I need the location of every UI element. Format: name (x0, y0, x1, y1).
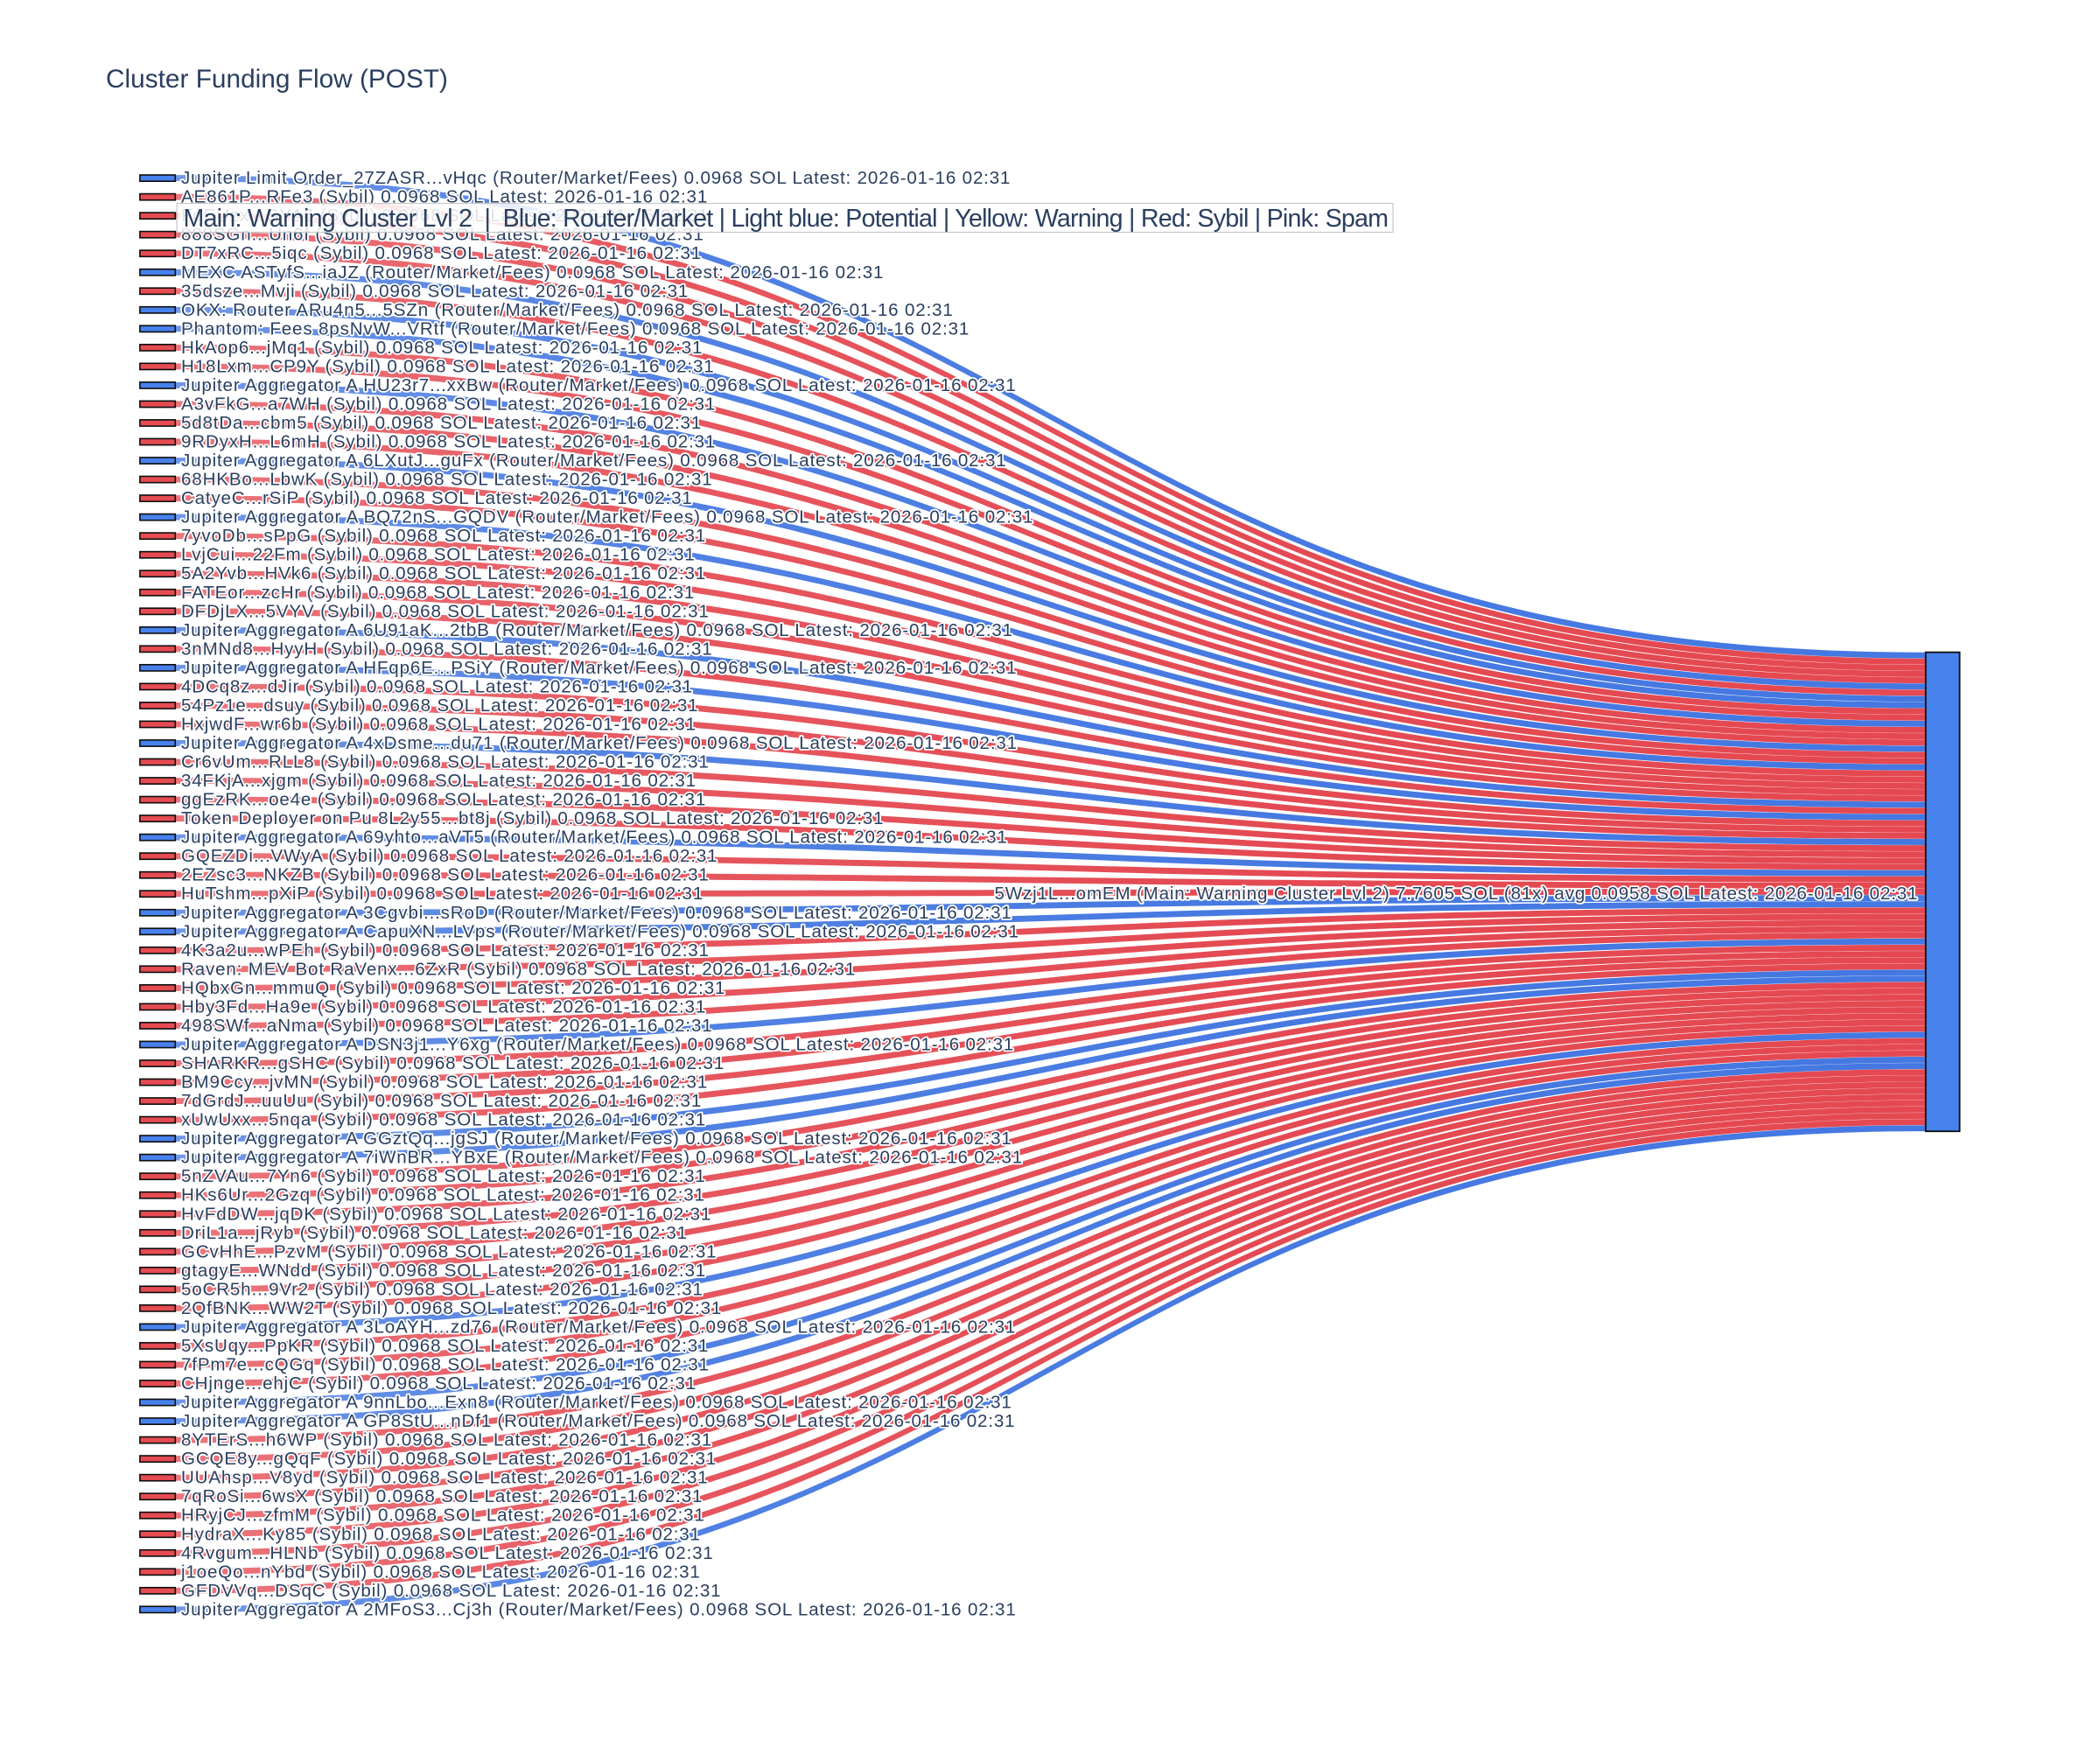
svg-text:5XsUqy...PpKR (Sybil) 0.0968 S: 5XsUqy...PpKR (Sybil) 0.0968 SOL Latest:… (181, 1336, 709, 1356)
svg-text:GFDVVq...DSqC (Sybil) 0.0968 S: GFDVVq...DSqC (Sybil) 0.0968 SOL Latest:… (181, 1581, 721, 1601)
svg-text:CHjnge...ehjC (Sybil) 0.0968 S: CHjnge...ehjC (Sybil) 0.0968 SOL Latest:… (181, 1373, 696, 1394)
svg-text:Cluster Funding Flow (POST): Cluster Funding Flow (POST) (106, 65, 448, 94)
svg-text:7dGrdJ...uuUu (Sybil) 0.0968 S: 7dGrdJ...uuUu (Sybil) 0.0968 SOL Latest:… (181, 1091, 701, 1111)
svg-text:2QfBNK...WW2T (Sybil) 0.0968 S: 2QfBNK...WW2T (Sybil) 0.0968 SOL Latest:… (181, 1298, 721, 1318)
svg-text:ggEzRK...oe4e (Sybil) 0.0968 S: ggEzRK...oe4e (Sybil) 0.0968 SOL Latest:… (181, 790, 705, 810)
svg-text:MEXC ASTyfS...iaJZ (Router/Mar: MEXC ASTyfS...iaJZ (Router/Market/Fees) … (181, 262, 884, 283)
svg-text:3nMNd8...HyyH (Sybil) 0.0968 S: 3nMNd8...HyyH (Sybil) 0.0968 SOL Latest:… (181, 639, 712, 659)
svg-text:H18Lxm...CP9Y (Sybil) 0.0968 S: H18Lxm...CP9Y (Sybil) 0.0968 SOL Latest:… (181, 356, 714, 376)
svg-text:Jupiter Aggregator A 9nnLbo...: Jupiter Aggregator A 9nnLbo...Exn8 (Rout… (181, 1393, 1012, 1413)
svg-text:HxjwdF...wr6b (Sybil) 0.0968 S: HxjwdF...wr6b (Sybil) 0.0968 SOL Latest:… (181, 714, 696, 734)
svg-text:2EZsc3...NKZB (Sybil) 0.0968 S: 2EZsc3...NKZB (Sybil) 0.0968 SOL Latest:… (181, 865, 709, 885)
svg-text:54Pz1e...dsuy (Sybil) 0.0968 S: 54Pz1e...dsuy (Sybil) 0.0968 SOL Latest:… (181, 695, 698, 716)
svg-text:4Rvgum...HLNb (Sybil) 0.0968 S: 4Rvgum...HLNb (Sybil) 0.0968 SOL Latest:… (181, 1543, 713, 1563)
svg-text:HkAop6...jMq1 (Sybil) 0.0968 S: HkAop6...jMq1 (Sybil) 0.0968 SOL Latest:… (181, 338, 703, 358)
svg-text:Token Deployer on Pu 8L2y55...: Token Deployer on Pu 8L2y55...bt8j (Sybi… (181, 808, 884, 828)
svg-text:5d8tDa...cbm5 (Sybil) 0.0968 S: 5d8tDa...cbm5 (Sybil) 0.0968 SOL Latest:… (181, 413, 701, 433)
svg-text:498SWf...aNma (Sybil) 0.0968 S: 498SWf...aNma (Sybil) 0.0968 SOL Latest:… (181, 1016, 712, 1036)
svg-text:HRyjCJ...zfmM (Sybil) 0.0968 S: HRyjCJ...zfmM (Sybil) 0.0968 SOL Latest:… (181, 1506, 704, 1526)
svg-text:A3vFkG...a7WH (Sybil) 0.0968 S: A3vFkG...a7WH (Sybil) 0.0968 SOL Latest:… (181, 394, 715, 414)
svg-text:HvFdDW...jqDK (Sybil) 0.0968 S: HvFdDW...jqDK (Sybil) 0.0968 SOL Latest:… (181, 1204, 710, 1224)
svg-text:Jupiter Aggregator A 6U91aK...: Jupiter Aggregator A 6U91aK...2tbB (Rout… (181, 620, 1012, 640)
svg-text:Jupiter Aggregator A 2MFoS3...: Jupiter Aggregator A 2MFoS3...Cj3h (Rout… (181, 1599, 1016, 1619)
svg-text:Jupiter Aggregator A 6LXutJ...: Jupiter Aggregator A 6LXutJ...guFx (Rout… (181, 451, 1006, 471)
svg-text:GCvHhE...PzvM (Sybil) 0.0968 S: GCvHhE...PzvM (Sybil) 0.0968 SOL Latest:… (181, 1241, 717, 1261)
svg-text:SHARKR...gSHC (Sybil) 0.0968 S: SHARKR...gSHC (Sybil) 0.0968 SOL Latest:… (181, 1053, 724, 1073)
svg-text:35dsze...Mvji (Sybil) 0.0968 S: 35dsze...Mvji (Sybil) 0.0968 SOL Latest:… (181, 281, 688, 301)
svg-text:Jupiter Aggregator A DSN3j1...: Jupiter Aggregator A DSN3j1...Y6xg (Rout… (181, 1034, 1013, 1054)
svg-text:7fPm7e...cQGq (Sybil) 0.0968 S: 7fPm7e...cQGq (Sybil) 0.0968 SOL Latest:… (181, 1354, 709, 1374)
svg-text:Hby3Fd...Ha9e (Sybil) 0.0968 S: Hby3Fd...Ha9e (Sybil) 0.0968 SOL Latest:… (181, 996, 705, 1017)
svg-text:xUwUxx...5nqa (Sybil) 0.0968 S: xUwUxx...5nqa (Sybil) 0.0968 SOL Latest:… (181, 1110, 705, 1130)
svg-text:5Wzj1L...omEM (Main: Warning C: 5Wzj1L...omEM (Main: Warning Cluster Lvl… (995, 884, 1918, 904)
svg-text:Jupiter Aggregator A 7iWnBR...: Jupiter Aggregator A 7iWnBR...YBxE (Rout… (181, 1148, 1022, 1168)
svg-text:HQbxGn...mmuQ (Sybil) 0.0968 S: HQbxGn...mmuQ (Sybil) 0.0968 SOL Latest:… (181, 978, 725, 998)
svg-text:4K3a2u...wPEh (Sybil) 0.0968 S: 4K3a2u...wPEh (Sybil) 0.0968 SOL Latest:… (181, 940, 709, 961)
svg-text:HuTshm...pXiP (Sybil) 0.0968 S: HuTshm...pXiP (Sybil) 0.0968 SOL Latest:… (181, 884, 703, 904)
svg-text:Jupiter Aggregator A 4xDsme...: Jupiter Aggregator A 4xDsme...du71 (Rout… (181, 733, 1017, 753)
svg-text:8YTErS...h6WP (Sybil) 0.0968 S: 8YTErS...h6WP (Sybil) 0.0968 SOL Latest:… (181, 1430, 711, 1450)
svg-text:7yvoDb...sPpG (Sybil) 0.0968 S: 7yvoDb...sPpG (Sybil) 0.0968 SOL Latest:… (181, 526, 705, 546)
svg-text:UUAhsp...V8yd (Sybil) 0.0968 S: UUAhsp...V8yd (Sybil) 0.0968 SOL Latest:… (181, 1468, 708, 1488)
svg-text:OKX: Router ARu4n5...5SZn (Rou: OKX: Router ARu4n5...5SZn (Router/Market… (181, 300, 953, 320)
svg-text:5nZVAu...7Yn6 (Sybil) 0.0968 S: 5nZVAu...7Yn6 (Sybil) 0.0968 SOL Latest:… (181, 1166, 705, 1186)
svg-text:Jupiter Aggregator A HFqp6E...: Jupiter Aggregator A HFqp6E...PSiY (Rout… (181, 658, 1017, 678)
svg-text:Jupiter Aggregator A CapuXN...: Jupiter Aggregator A CapuXN...LVps (Rout… (181, 921, 1018, 941)
svg-text:LvjCui...22Fm (Sybil) 0.0968 S: LvjCui...22Fm (Sybil) 0.0968 SOL Latest:… (181, 545, 695, 565)
svg-text:Main: Warning Cluster Lvl 2 |: Main: Warning Cluster Lvl 2 | Blue: Rout… (184, 205, 1389, 233)
svg-text:Raven: MEV Bot RaVenx...6ZxR (: Raven: MEV Bot RaVenx...6ZxR (Sybil) 0.0… (181, 959, 855, 979)
svg-text:34FKjA...xjgm (Sybil) 0.0968 S: 34FKjA...xjgm (Sybil) 0.0968 SOL Latest:… (181, 771, 696, 791)
svg-text:Jupiter Aggregator A GP8StU...: Jupiter Aggregator A GP8StU...nDf1 (Rout… (181, 1411, 1015, 1431)
svg-text:5oCR5h...9Vr2 (Sybil) 0.0968 S: 5oCR5h...9Vr2 (Sybil) 0.0968 SOL Latest:… (181, 1279, 703, 1299)
svg-text:68HKBo...LbwK (Sybil) 0.0968 S: 68HKBo...LbwK (Sybil) 0.0968 SOL Latest:… (181, 470, 712, 490)
svg-text:9RDyxH...L6mH (Sybil) 0.0968 S: 9RDyxH...L6mH (Sybil) 0.0968 SOL Latest:… (181, 432, 715, 452)
svg-text:FATEor...zcHr (Sybil) 0.0968 S: FATEor...zcHr (Sybil) 0.0968 SOL Latest:… (181, 583, 694, 603)
svg-text:4DCq8z...dJir (Sybil) 0.0968 S: 4DCq8z...dJir (Sybil) 0.0968 SOL Latest:… (181, 676, 692, 696)
svg-text:Jupiter Aggregator A BQ72nS...: Jupiter Aggregator A BQ72nS...GQDV (Rout… (181, 507, 1033, 528)
svg-text:HKs6Ur...2Gzq (Sybil) 0.0968 S: HKs6Ur...2Gzq (Sybil) 0.0968 SOL Latest:… (181, 1185, 704, 1205)
svg-text:Phantom: Fees 8psNvW...VRtf (R: Phantom: Fees 8psNvW...VRtf (Router/Mark… (181, 318, 969, 339)
svg-text:5A2Yvb...HVk6 (Sybil) 0.0968 S: 5A2Yvb...HVk6 (Sybil) 0.0968 SOL Latest:… (181, 563, 705, 584)
svg-text:Jupiter Aggregator A 3LoAYH...: Jupiter Aggregator A 3LoAYH...zd76 (Rout… (181, 1317, 1015, 1337)
svg-text:Jupiter Aggregator A HU23r7...: Jupiter Aggregator A HU23r7...xxBw (Rout… (181, 375, 1016, 395)
svg-text:CatyeC...rSiP (Sybil) 0.0968 S: CatyeC...rSiP (Sybil) 0.0968 SOL Latest:… (181, 488, 692, 508)
svg-text:HydraX...Ky85 (Sybil) 0.0968 S: HydraX...Ky85 (Sybil) 0.0968 SOL Latest:… (181, 1524, 700, 1544)
svg-text:DFDjLX...5VYV (Sybil) 0.0968 S: DFDjLX...5VYV (Sybil) 0.0968 SOL Latest:… (181, 601, 709, 621)
svg-text:GCQE8y...gQqF (Sybil) 0.0968 S: GCQE8y...gQqF (Sybil) 0.0968 SOL Latest:… (181, 1449, 716, 1469)
svg-text:gtagyE...WNdd (Sybil) 0.0968 S: gtagyE...WNdd (Sybil) 0.0968 SOL Latest:… (181, 1261, 705, 1281)
svg-text:DriL1a...jRyb (Sybil) 0.0968 S: DriL1a...jRyb (Sybil) 0.0968 SOL Latest:… (181, 1223, 687, 1243)
svg-text:7qRoSi...6wsX (Sybil) 0.0968 S: 7qRoSi...6wsX (Sybil) 0.0968 SOL Latest:… (181, 1486, 703, 1506)
svg-text:Cr6vUm...RLL8 (Sybil) 0.0968 S: Cr6vUm...RLL8 (Sybil) 0.0968 SOL Latest:… (181, 752, 709, 772)
svg-text:Jupiter Limit Order_27ZASR...v: Jupiter Limit Order_27ZASR...vHqc (Route… (181, 168, 1011, 188)
svg-text:GQEZDi...VWyA (Sybil) 0.0968 S: GQEZDi...VWyA (Sybil) 0.0968 SOL Latest:… (181, 846, 718, 866)
svg-text:BM9Ccy...jvMN (Sybil) 0.0968 S: BM9Ccy...jvMN (Sybil) 0.0968 SOL Latest:… (181, 1073, 707, 1093)
svg-text:Jupiter Aggregator A GGztQq...: Jupiter Aggregator A GGztQq...jgSJ (Rout… (181, 1129, 1012, 1149)
svg-text:DT7xRC...5iqc (Sybil) 0.0968 S: DT7xRC...5iqc (Sybil) 0.0968 SOL Latest:… (181, 243, 701, 263)
svg-text:j1oeQo...nYbd (Sybil) 0.0968 S: j1oeQo...nYbd (Sybil) 0.0968 SOL Latest:… (180, 1562, 700, 1582)
svg-text:Jupiter Aggregator A 69yhto...: Jupiter Aggregator A 69yhto...aVT5 (Rout… (181, 828, 1007, 848)
svg-text:Jupiter Aggregator A 3Cgvbi...: Jupiter Aggregator A 3Cgvbi...sRoD (Rout… (181, 903, 1012, 923)
